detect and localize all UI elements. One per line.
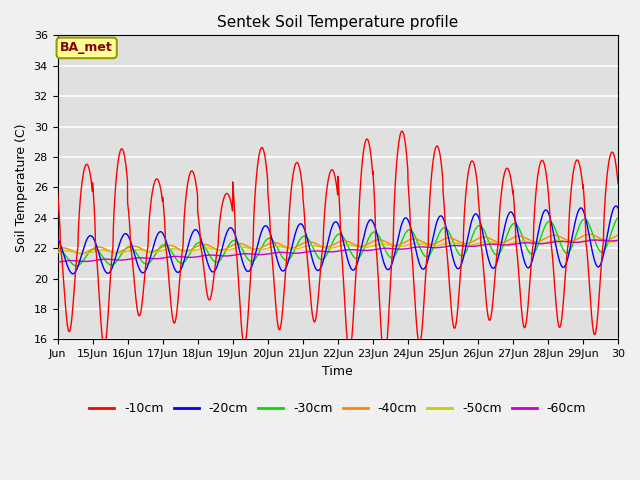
-40cm — [519, 234, 527, 240]
-60cm — [614, 238, 622, 243]
-60cm — [519, 240, 527, 246]
-40cm — [54, 247, 61, 252]
-60cm — [54, 259, 61, 265]
-20cm — [54, 236, 61, 242]
-20cm — [612, 203, 620, 209]
-30cm — [389, 254, 397, 260]
-50cm — [614, 238, 622, 243]
Y-axis label: Soil Temperature (C): Soil Temperature (C) — [15, 123, 28, 252]
-30cm — [614, 215, 622, 221]
Legend: -10cm, -20cm, -30cm, -40cm, -50cm, -60cm: -10cm, -20cm, -30cm, -40cm, -50cm, -60cm — [84, 397, 591, 420]
-40cm — [77, 251, 84, 256]
-30cm — [492, 252, 499, 257]
-10cm — [534, 173, 541, 179]
-50cm — [389, 243, 397, 249]
-20cm — [614, 205, 622, 211]
-30cm — [170, 252, 178, 258]
Line: -20cm: -20cm — [58, 206, 618, 274]
-50cm — [170, 246, 178, 252]
-60cm — [388, 246, 396, 252]
-60cm — [170, 253, 177, 259]
-20cm — [389, 259, 397, 264]
-30cm — [519, 236, 527, 241]
-10cm — [398, 128, 406, 134]
-10cm — [520, 321, 527, 327]
-60cm — [534, 240, 541, 246]
Line: -40cm: -40cm — [58, 234, 618, 253]
-50cm — [519, 238, 527, 244]
-40cm — [170, 243, 178, 249]
-40cm — [534, 239, 541, 244]
-30cm — [72, 263, 80, 269]
-40cm — [614, 232, 622, 238]
Title: Sentek Soil Temperature profile: Sentek Soil Temperature profile — [217, 15, 458, 30]
-50cm — [588, 237, 596, 242]
-10cm — [492, 264, 500, 270]
-30cm — [54, 249, 61, 254]
-10cm — [54, 190, 61, 196]
-10cm — [170, 320, 177, 325]
-50cm — [79, 251, 87, 256]
-40cm — [389, 242, 397, 248]
-30cm — [534, 243, 541, 249]
Line: -60cm: -60cm — [58, 240, 618, 262]
-20cm — [534, 233, 541, 239]
-10cm — [358, 156, 366, 162]
-50cm — [534, 241, 541, 247]
-20cm — [170, 264, 178, 270]
-60cm — [358, 248, 366, 253]
-40cm — [359, 243, 367, 249]
-10cm — [389, 246, 397, 252]
-10cm — [381, 356, 388, 362]
-40cm — [585, 231, 593, 237]
-50cm — [54, 250, 61, 255]
-20cm — [492, 263, 499, 269]
-20cm — [359, 239, 367, 244]
Line: -50cm: -50cm — [58, 240, 618, 253]
X-axis label: Time: Time — [323, 365, 353, 378]
Line: -30cm: -30cm — [58, 218, 618, 266]
-60cm — [593, 237, 600, 243]
-30cm — [359, 249, 367, 255]
-40cm — [492, 239, 499, 244]
-60cm — [492, 241, 499, 247]
-20cm — [519, 254, 527, 260]
Text: BA_met: BA_met — [60, 41, 113, 54]
Line: -10cm: -10cm — [58, 131, 618, 359]
-50cm — [359, 245, 367, 251]
-10cm — [614, 180, 622, 186]
-50cm — [492, 240, 499, 246]
-20cm — [69, 271, 77, 276]
